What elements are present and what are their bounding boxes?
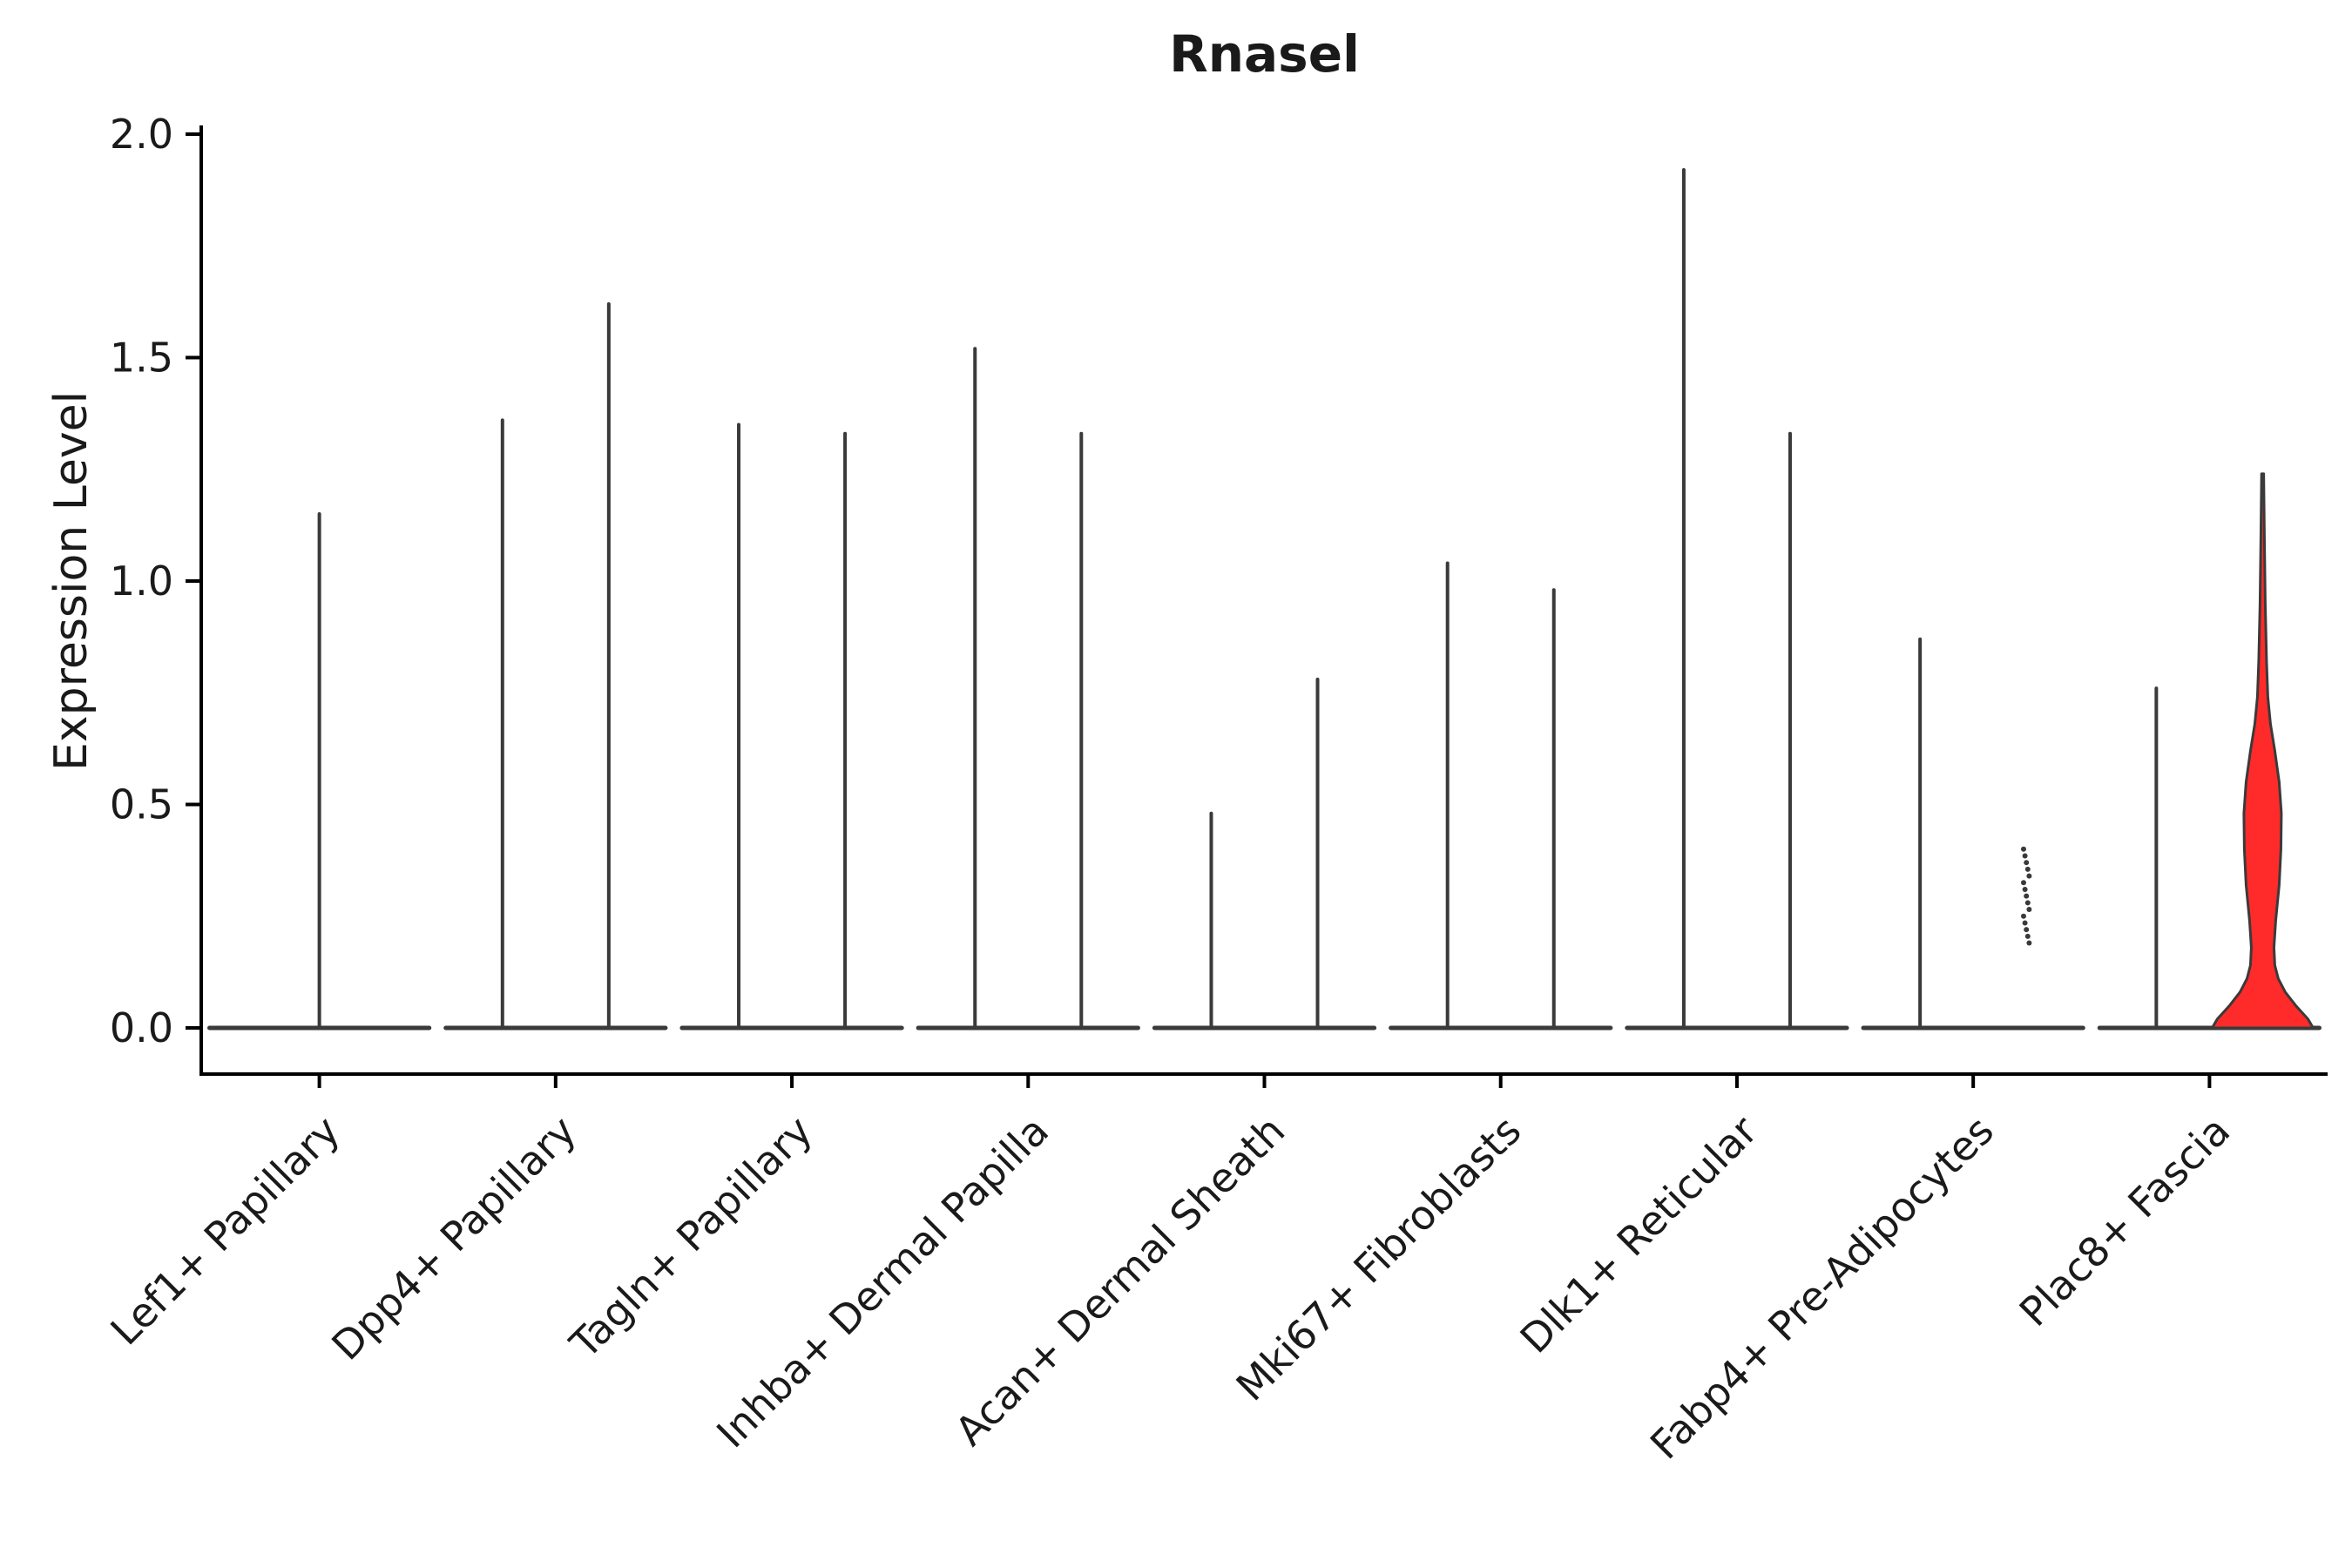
y-tick-label: 1.5 (110, 335, 173, 382)
x-tick-label: Plac8+ Fascia (2011, 1107, 2239, 1335)
violin-point (2024, 893, 2030, 899)
violin-point (2022, 886, 2028, 892)
violin-point (2020, 846, 2026, 852)
violin-point (2024, 933, 2031, 939)
x-tick-label: Dlk1+ Reticular (1511, 1107, 1767, 1362)
y-tick-label: 2.0 (110, 111, 173, 158)
violin-point (2026, 907, 2032, 913)
violin-point (2022, 920, 2028, 926)
violin-point (2020, 913, 2026, 919)
violin-point (2024, 866, 2031, 872)
violin-point (2024, 927, 2030, 933)
violin-point (2026, 873, 2032, 879)
chart-title: Rnasel (1169, 24, 1360, 84)
y-tick-label: 1.0 (110, 558, 173, 605)
violin-point (2024, 860, 2030, 866)
x-tick-label: Dpp4+ Papillary (322, 1107, 585, 1369)
violin-point (2022, 853, 2028, 859)
violin-point (2024, 900, 2031, 906)
x-tick-label: Lef1+ Papillary (101, 1107, 348, 1355)
violin-point (2026, 940, 2032, 946)
violin-highlight (2210, 472, 2315, 1030)
x-tick-label: Tagln+ Papillary (560, 1107, 821, 1369)
y-tick-label: 0.5 (110, 781, 173, 828)
violin-point (2020, 880, 2026, 886)
y-tick-label: 0.0 (110, 1004, 173, 1051)
